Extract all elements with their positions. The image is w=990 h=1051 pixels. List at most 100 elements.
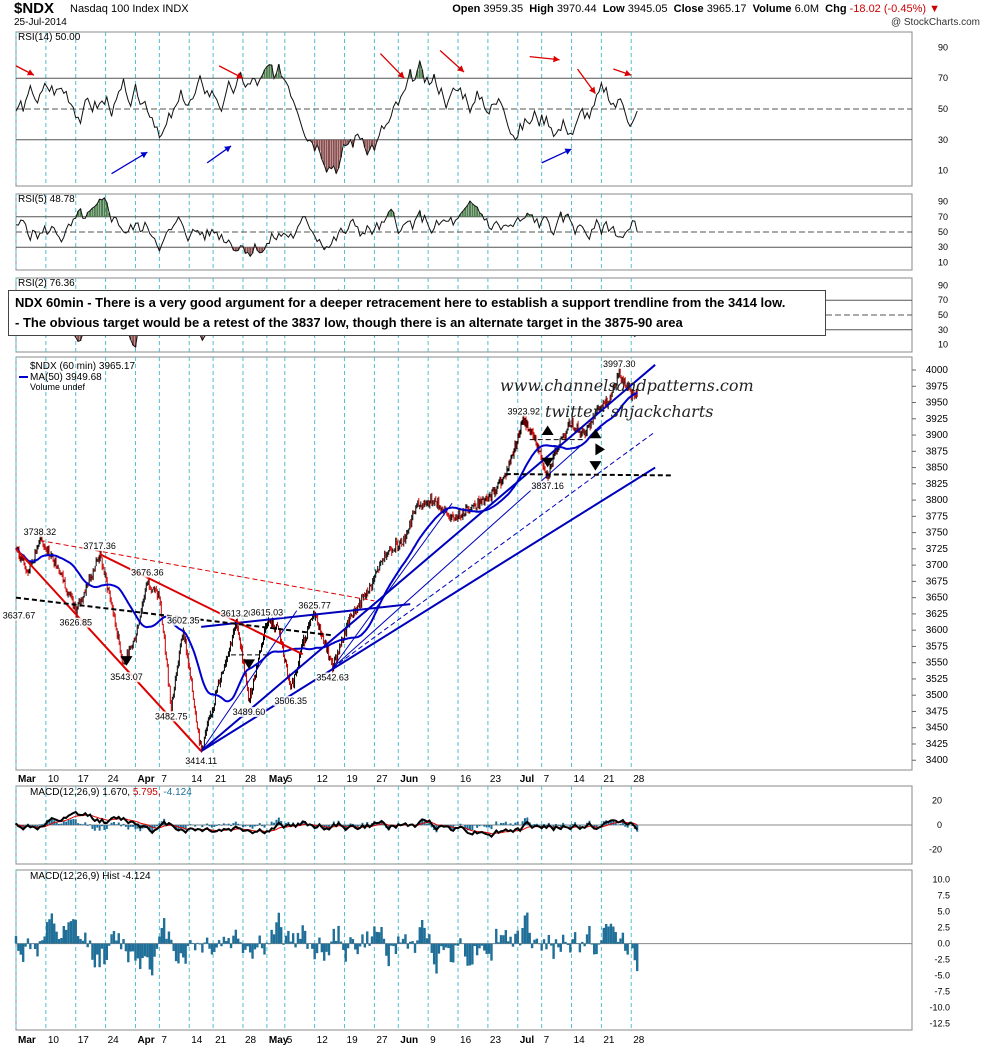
trendline-blue [200, 364, 656, 752]
symbol: $NDX [14, 0, 55, 17]
rsi2-tick-label: 50 [938, 310, 948, 320]
price-point-label: 3738.32 [24, 527, 57, 537]
price-tick-label: 3675 [926, 576, 949, 587]
price-point-label-bg [109, 672, 144, 683]
price-tick-label: 3400 [926, 755, 949, 766]
x-tick-label: 27 [376, 774, 388, 785]
price-point-label: 3489.60 [233, 707, 266, 717]
x-tick-label: Jun [400, 1035, 418, 1046]
price-tick-label: 3875 [926, 446, 949, 457]
stockcharts-credit: @ StockCharts.com [890, 17, 980, 28]
arrow-down-icon [541, 457, 554, 468]
macd-tick-label: 0 [937, 820, 942, 830]
arrow-head-icon [457, 65, 464, 73]
ma-legend: MA(50) 3949.68 [30, 372, 102, 383]
price-tick-label: 3425 [926, 739, 949, 750]
price-tick-label: 3975 [926, 381, 949, 392]
price-point-label-bg [249, 607, 285, 618]
arrow-head-icon [26, 69, 34, 76]
x-tick-label: Jul [520, 774, 535, 785]
price-point-label-bg [530, 480, 565, 491]
x-tick-label: 28 [245, 774, 257, 785]
price-tick-label: 3475 [926, 706, 949, 717]
rsi2-tick-label: 10 [938, 340, 948, 350]
trendline-blue [332, 431, 656, 669]
price-point-label: 3613.20 [221, 609, 254, 619]
price-point-label-bg [184, 756, 219, 767]
x-tick-label: 19 [347, 1035, 359, 1046]
watermark-site: www.channelsandpatterns.com [500, 376, 754, 395]
rsi14-tick-label: 70 [938, 73, 948, 83]
x-tick-label: 17 [78, 1035, 90, 1046]
price-panel-frame [15, 356, 913, 771]
open-value: 3959.35 [483, 3, 524, 15]
price-tick-label: 3700 [926, 560, 949, 571]
x-tick-label: 28 [633, 774, 645, 785]
rsi5-tick-label: 30 [938, 242, 948, 252]
hist-tick-label: -7.5 [934, 987, 950, 997]
quote-summary: Open 3959.35 High 3970.44 Low 3945.05 Cl… [452, 3, 940, 15]
arrow-head-icon [397, 71, 405, 79]
hist-tick-label: 5.0 [937, 907, 950, 917]
x-tick-label: 16 [460, 1035, 472, 1046]
rsi5-tick-label: 50 [938, 227, 948, 237]
arrow-up-icon [589, 428, 602, 439]
x-tick-label: 21 [603, 1035, 615, 1046]
price-point-label: 3602.35 [167, 616, 200, 626]
rsi2-tick-label: 90 [938, 280, 948, 290]
price-tick-label: 3500 [926, 690, 949, 701]
rsi14-tick-label: 10 [938, 166, 948, 176]
x-tick-label: 19 [347, 774, 359, 785]
hist-tick-label: -12.5 [929, 1019, 950, 1029]
arrow-down-icon [589, 461, 602, 471]
price-point-label: 3717.36 [83, 541, 116, 551]
price-point-label: 3637.67 [3, 611, 36, 621]
arrow-head-icon [235, 72, 243, 79]
x-tick-label: Apr [137, 1035, 154, 1046]
price-tick-label: 3750 [926, 528, 949, 539]
volume-value: 6.0M [794, 3, 820, 15]
price-point-label: 3506.35 [274, 696, 307, 706]
low-value: 3945.05 [627, 3, 668, 15]
x-tick-label: 9 [430, 774, 436, 785]
price-point-label-bg [219, 608, 255, 619]
arrow-down-icon [242, 659, 255, 670]
rsi14-tick-label: 30 [938, 135, 948, 145]
price-tick-label: 3450 [926, 723, 949, 734]
price-point-label: 3543.07 [110, 672, 143, 682]
price-tick-label: 3650 [926, 593, 949, 604]
trendline-black [505, 473, 674, 477]
x-tick-label: 23 [490, 1035, 502, 1046]
rsi5-legend: RSI(5) 48.78 [18, 194, 75, 205]
ma-50-line [15, 391, 638, 703]
macd-legend: MACD(12,26,9) 1.670, 5.795, -4.124 [30, 787, 192, 798]
price-tick-label: 3550 [926, 658, 949, 669]
x-tick-label: 14 [574, 1035, 586, 1046]
rsi14-tick-label: 90 [938, 42, 948, 52]
quote-date: 25-Jul-2014 [14, 17, 67, 28]
price-tick-label: 3600 [926, 625, 949, 636]
hist-tick-label: 7.5 [937, 891, 950, 901]
hist-legend: MACD(12,26,9) Hist -4.124 [30, 871, 151, 882]
x-tick-label: 24 [108, 774, 120, 785]
arrow-head-icon [589, 86, 596, 94]
rsi2-legend: RSI(2) 76.36 [18, 278, 75, 289]
exchange: INDX [162, 3, 189, 15]
price-tick-label: 3775 [926, 511, 949, 522]
price-legend: $NDX (60 min) 3965.17 [30, 361, 135, 372]
price-tick-label: 3900 [926, 430, 949, 441]
x-tick-label: Jul [520, 1035, 535, 1046]
price-point-label: 3542.63 [316, 672, 349, 682]
x-tick-label: 7 [161, 774, 167, 785]
x-tick-label: 5 [287, 774, 293, 785]
hist-tick-label: -10.0 [929, 1003, 950, 1013]
annotation-line-1: NDX 60min - There is a very good argumen… [15, 295, 786, 310]
price-point-label-bg [297, 600, 332, 611]
chart-header: $NDX Nasdaq 100 Index INDX 25-Jul-2014 O… [0, 0, 990, 30]
volume-legend: Volume undef [30, 382, 86, 392]
rsi14-line [15, 59, 638, 175]
x-tick-label: 14 [191, 1035, 203, 1046]
x-tick-label: May [269, 774, 289, 785]
close-value: 3965.17 [706, 3, 747, 15]
x-tick-label: 27 [376, 1035, 388, 1046]
